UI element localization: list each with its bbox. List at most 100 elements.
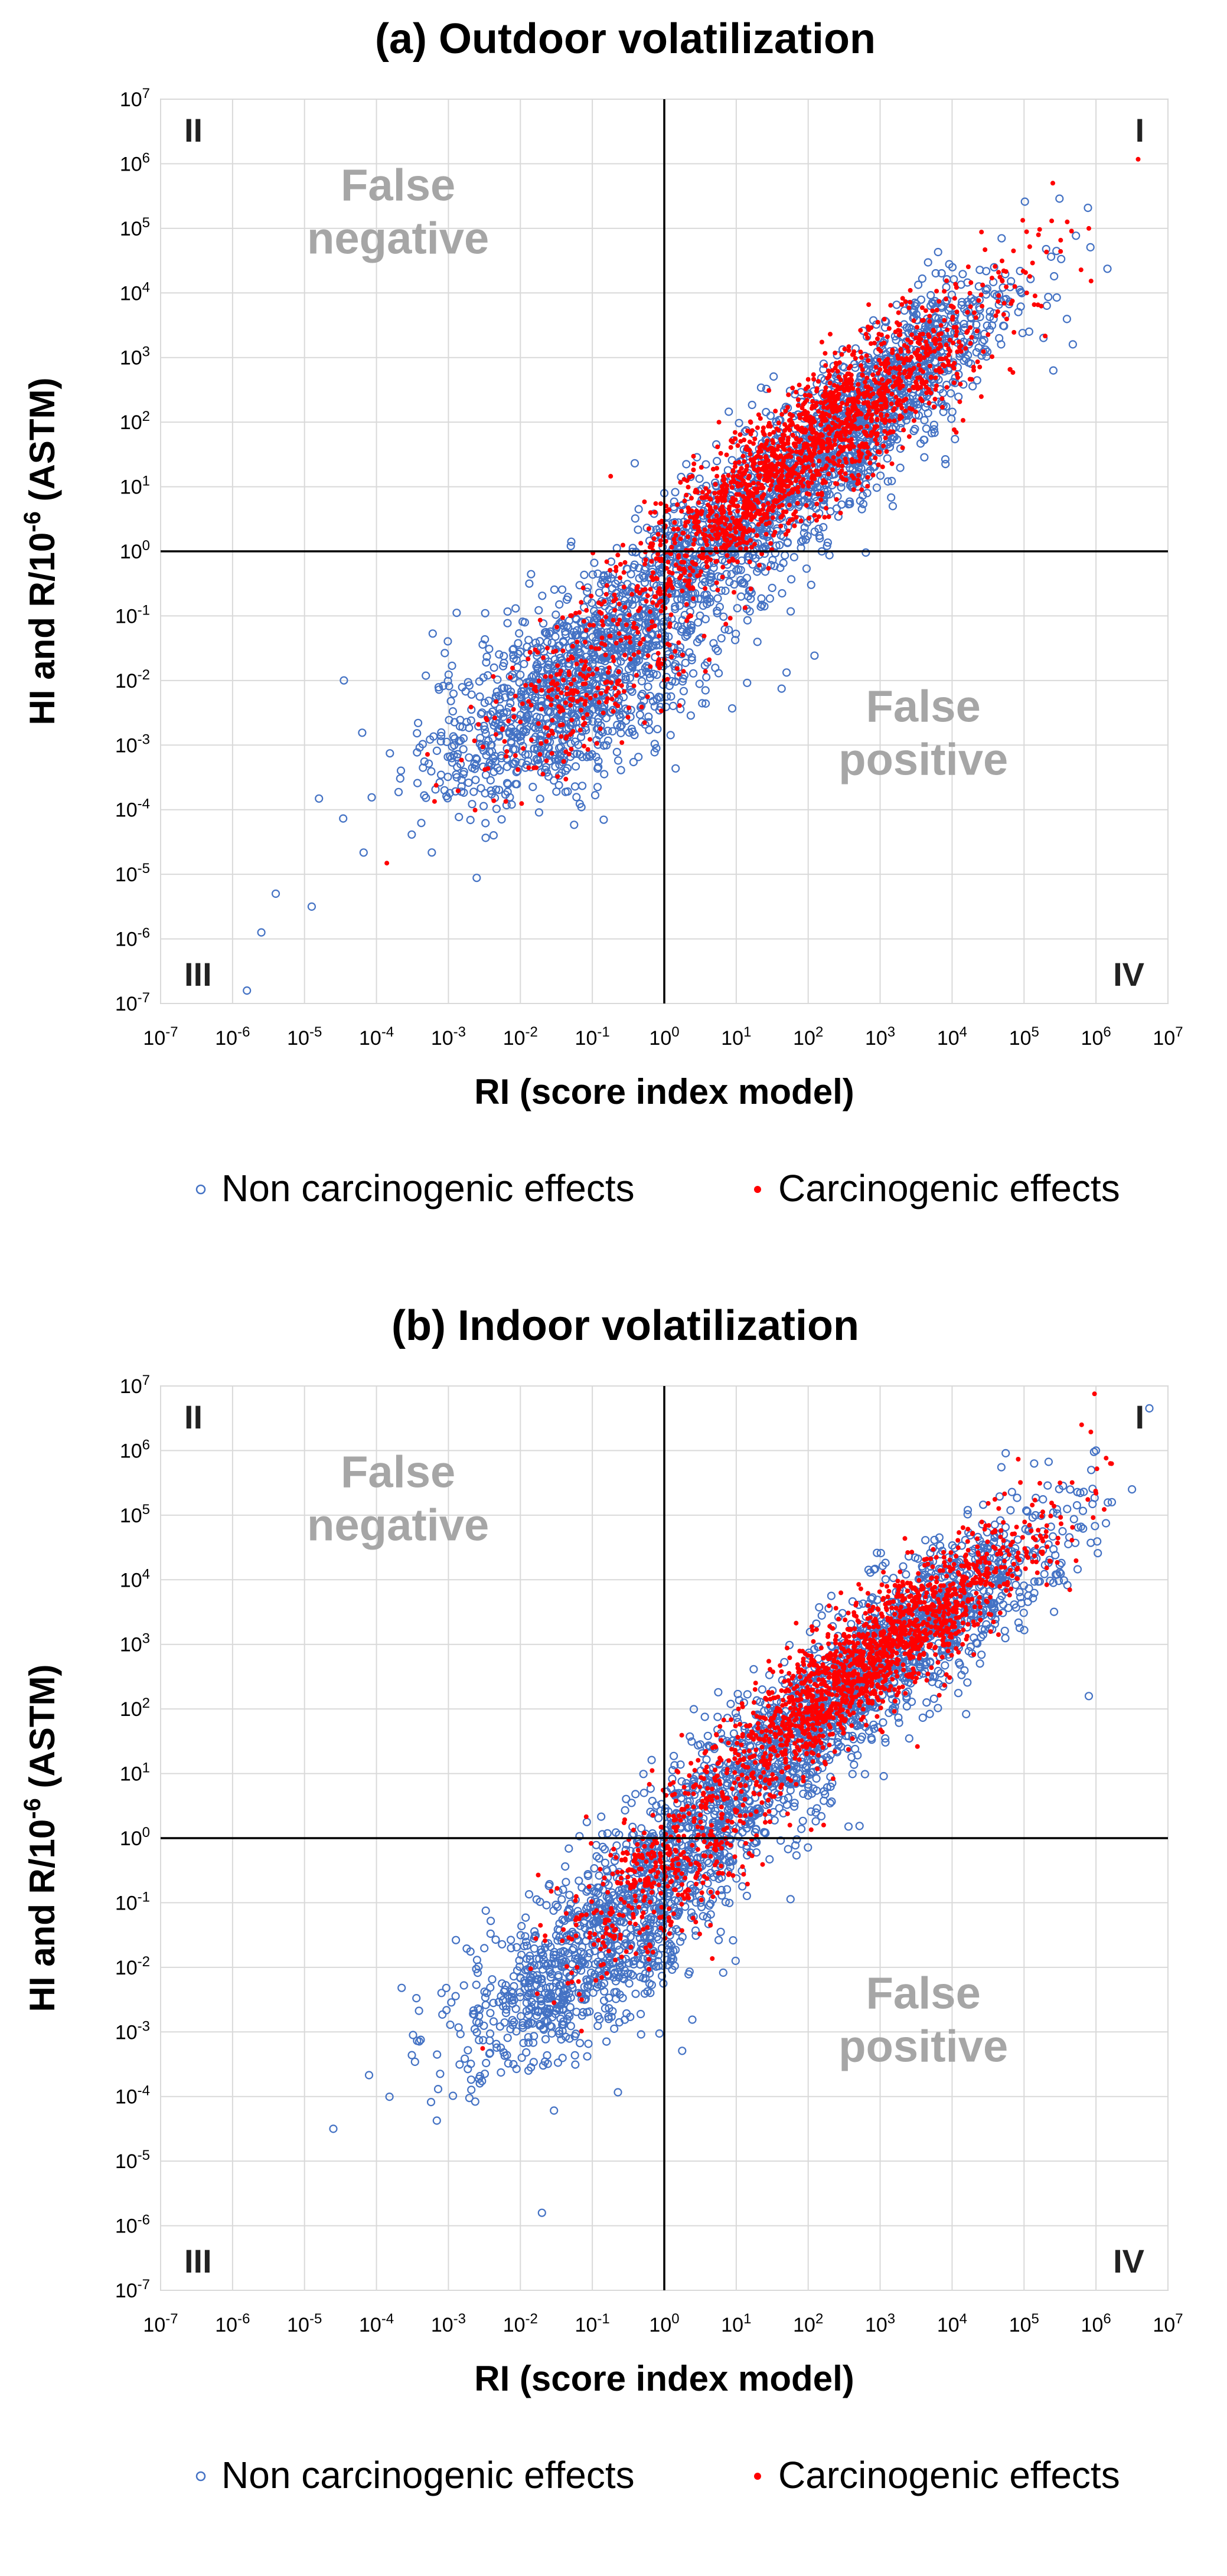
point-carcinogenic [704,493,709,498]
point-carcinogenic [798,518,804,524]
point-carcinogenic [865,483,870,489]
point-non-carcinogenic [687,653,696,662]
point-carcinogenic [703,669,708,674]
point-carcinogenic [827,437,832,442]
point-carcinogenic [529,737,534,743]
point-carcinogenic [510,665,515,671]
point-carcinogenic [736,536,742,541]
point-non-carcinogenic [583,595,592,604]
point-non-carcinogenic [576,733,586,741]
point-non-carcinogenic [630,459,639,468]
point-carcinogenic [533,647,538,652]
point-non-carcinogenic [650,748,659,757]
point-carcinogenic [834,388,839,393]
point-carcinogenic [651,536,657,541]
point-carcinogenic [622,689,626,694]
point-carcinogenic [909,332,915,338]
point-carcinogenic [588,737,593,742]
point-carcinogenic [836,417,841,423]
point-carcinogenic [946,358,951,364]
point-non-carcinogenic [541,763,551,772]
point-carcinogenic [1009,301,1014,306]
point-carcinogenic [622,604,628,610]
point-carcinogenic [569,717,575,723]
point-non-carcinogenic [307,902,316,911]
point-carcinogenic [906,374,912,380]
point-non-carcinogenic [575,581,584,590]
point-non-carcinogenic [481,635,490,644]
point-carcinogenic [545,645,550,650]
point-non-carcinogenic [921,403,930,412]
point-non-carcinogenic [1055,194,1064,203]
point-carcinogenic [1024,229,1029,234]
point-non-carcinogenic [531,638,540,648]
point-carcinogenic [569,613,575,618]
point-non-carcinogenic [939,401,948,410]
point-non-carcinogenic [407,830,416,839]
point-carcinogenic [790,385,795,391]
point-carcinogenic [815,492,821,496]
point-carcinogenic [847,416,852,421]
point-non-carcinogenic [631,514,639,523]
point-carcinogenic [761,425,766,430]
point-non-carcinogenic [896,463,905,472]
point-non-carcinogenic [580,570,589,580]
point-carcinogenic [732,430,737,435]
point-carcinogenic [837,444,843,449]
point-carcinogenic [946,346,951,351]
point-carcinogenic [626,705,631,710]
point-carcinogenic [621,584,626,590]
point-carcinogenic [645,593,650,599]
point-non-carcinogenic [934,314,943,323]
point-carcinogenic [1020,218,1026,223]
point-non-carcinogenic [699,601,708,610]
point-non-carcinogenic [505,793,514,802]
point-carcinogenic [889,461,895,466]
point-carcinogenic [643,557,648,563]
point-carcinogenic [727,504,732,509]
point-non-carcinogenic [613,720,622,730]
point-carcinogenic [631,652,637,658]
point-carcinogenic [780,432,785,437]
point-carcinogenic [923,339,928,344]
point-non-carcinogenic [888,502,898,511]
point-carcinogenic [802,408,808,414]
point-non-carcinogenic [552,610,560,619]
point-non-carcinogenic [730,636,740,645]
point-non-carcinogenic [511,604,520,613]
point-non-carcinogenic [627,662,637,671]
point-carcinogenic [626,612,632,617]
point-carcinogenic [681,531,686,536]
point-non-carcinogenic [442,792,451,800]
point-carcinogenic [717,496,722,501]
point-carcinogenic [866,302,872,308]
point-carcinogenic [831,403,836,408]
point-non-carcinogenic [415,743,424,752]
point-carcinogenic [766,565,771,571]
point-carcinogenic [934,289,939,294]
point-carcinogenic [849,443,854,449]
point-carcinogenic [877,381,882,386]
point-carcinogenic [601,710,606,715]
point-carcinogenic [944,342,949,348]
point-carcinogenic [849,378,854,383]
point-non-carcinogenic [545,629,554,638]
point-non-carcinogenic [1052,293,1061,302]
point-non-carcinogenic [661,702,671,711]
point-carcinogenic [866,327,872,332]
point-carcinogenic [752,514,757,519]
point-carcinogenic [770,467,775,472]
point-carcinogenic [968,341,973,346]
point-carcinogenic [611,617,616,623]
point-carcinogenic [866,403,870,408]
point-non-carcinogenic [562,595,572,604]
point-non-carcinogenic [386,749,394,758]
point-carcinogenic [918,336,923,342]
point-carcinogenic [675,502,680,507]
point-non-carcinogenic [422,793,430,802]
point-non-carcinogenic [725,577,734,587]
point-carcinogenic [967,377,973,382]
point-non-carcinogenic [682,460,691,469]
point-carcinogenic [546,733,552,738]
point-non-carcinogenic [608,570,618,579]
